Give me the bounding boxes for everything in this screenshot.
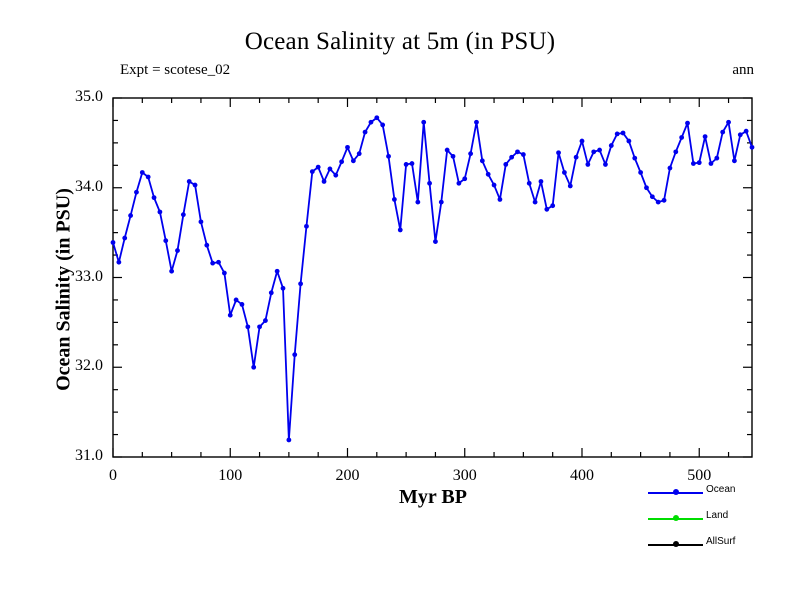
x-tick-label: 100	[218, 467, 243, 484]
page-title: Ocean Salinity at 5m (in PSU)	[244, 28, 556, 55]
legend-marker-icon	[673, 541, 679, 547]
x-tick-label: 300	[452, 467, 477, 484]
x-tick-label: 0	[109, 467, 117, 484]
experiment-label: Expt = scotese_02	[120, 62, 231, 78]
legend-item-land[interactable]: Land	[648, 507, 788, 533]
x-tick-label: 500	[687, 467, 712, 484]
x-tick-label: 200	[335, 467, 360, 484]
legend-item-ocean[interactable]: Ocean	[648, 481, 788, 507]
plot-frame	[112, 97, 753, 458]
y-tick-label: 35.0	[75, 88, 103, 105]
legend-marker-icon	[673, 489, 679, 495]
legend-label: AllSurf	[706, 536, 736, 547]
x-tick-label: 400	[569, 467, 594, 484]
legend-item-allsurf[interactable]: AllSurf	[648, 533, 788, 559]
x-axis-label: Myr BP	[399, 486, 467, 508]
annotation-label: ann	[732, 62, 754, 78]
series-line-ocean	[112, 116, 753, 441]
legend-label: Land	[706, 510, 729, 521]
chart-legend: Ocean Land AllSurf	[648, 481, 788, 559]
y-tick-label: 31.0	[75, 447, 103, 464]
legend-label: Ocean	[706, 484, 736, 495]
y-tick-label: 33.0	[75, 267, 103, 285]
y-tick-label: 34.0	[75, 177, 103, 195]
legend-marker-icon	[673, 515, 679, 521]
series-markers-ocean	[110, 115, 755, 443]
y-tick-label: 32.0	[75, 357, 103, 375]
